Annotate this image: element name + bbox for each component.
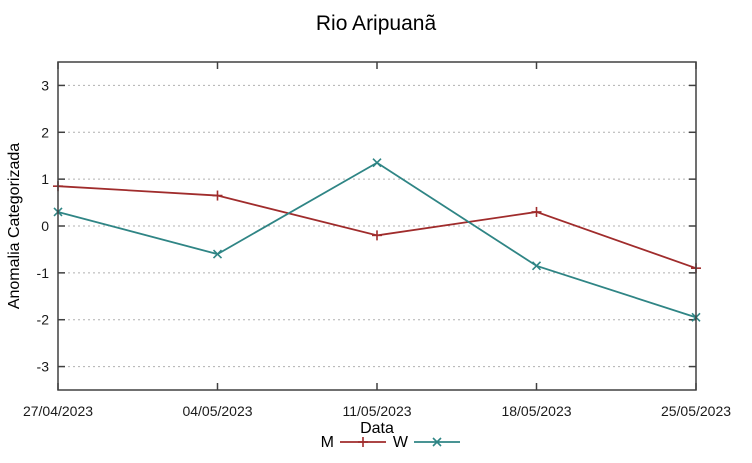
x-axis-label: Data <box>360 420 394 437</box>
gridlines <box>58 84 696 368</box>
data-point-marker <box>212 249 223 259</box>
x-tick-label: 18/05/2023 <box>501 403 571 419</box>
data-point-marker <box>372 158 382 168</box>
x-tick-label: 11/05/2023 <box>342 403 411 419</box>
series-lines <box>53 158 701 322</box>
legend-label: W <box>393 434 409 451</box>
x-tick-labels: 27/04/2023 04/05/2023 11/05/2023 18/05/2023… <box>23 403 731 419</box>
x-tick-label: 25/05/2023 <box>661 403 731 419</box>
legend-marker <box>432 437 442 447</box>
data-point-marker <box>372 230 382 241</box>
y-tick-label: 3 <box>41 77 49 93</box>
data-point-marker <box>212 190 223 201</box>
y-tick-label: -2 <box>37 312 50 328</box>
legend-label: M <box>321 434 334 451</box>
chart-title: Rio Aripuanã <box>316 12 437 35</box>
plot-border <box>57 61 697 391</box>
x-tick-label: 27/04/2023 <box>23 403 93 419</box>
y-tick-label: 1 <box>41 171 49 187</box>
y-tick-label: -3 <box>37 359 50 375</box>
data-point-marker <box>531 261 542 271</box>
y-axis-label: Anomalia Categorizada <box>6 143 23 309</box>
series-line <box>57 185 697 270</box>
x-tick-label: 04/05/2023 <box>182 403 252 419</box>
y-tick-label: 2 <box>41 124 49 140</box>
y-tick-label: -1 <box>37 265 50 281</box>
data-point-marker <box>531 206 542 217</box>
axis-ticks <box>57 62 697 390</box>
legend-marker <box>358 437 368 447</box>
series-M <box>53 181 701 274</box>
y-tick-labels: -3 -2 -1 0 1 2 3 <box>37 77 50 374</box>
y-tick-label: 0 <box>41 218 49 234</box>
